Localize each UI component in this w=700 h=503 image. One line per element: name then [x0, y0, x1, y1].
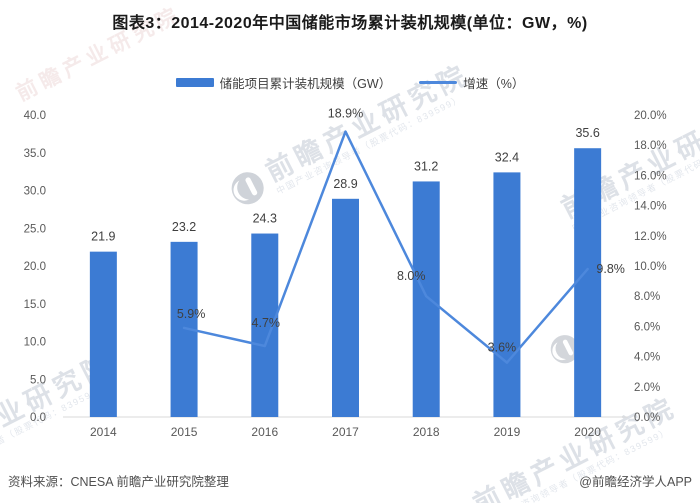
y-axis-left-tick: 5.0: [30, 374, 46, 386]
line-series-swatch: [419, 81, 458, 84]
x-axis-label-2016: 2016: [251, 425, 278, 439]
y-axis-left-tick: 35.0: [24, 148, 46, 160]
credit-note: @前瞻经济学人APP: [579, 475, 692, 489]
page-title: 图表3：2014-2020年中国储能市场累计装机规模(单位：GW，%): [112, 15, 588, 32]
bar-label-2020: 35.6: [575, 126, 599, 140]
growth-label-2020: 9.8%: [596, 262, 625, 276]
growth-label-2017: 18.9%: [328, 107, 363, 121]
bar-series-label: 储能项目累计装机规模（GW）: [219, 77, 392, 91]
y-axis-right-tick: 4.0%: [634, 352, 660, 364]
source-note: 资料来源：CNESA 前瞻产业研究院整理: [8, 475, 229, 489]
y-axis-right-tick: 10.0%: [634, 261, 667, 273]
bar-label-2015: 23.2: [172, 220, 196, 234]
y-axis-right-tick: 12.0%: [634, 231, 667, 243]
x-axis-label-2020: 2020: [574, 425, 601, 439]
y-axis-left-tick: 25.0: [24, 223, 46, 235]
bar-series-swatch: [175, 78, 214, 87]
bar-2014: [89, 251, 117, 417]
growth-label-2016: 4.7%: [252, 316, 281, 330]
y-axis-right-tick: 6.0%: [634, 321, 660, 333]
y-axis-right-tick: 0.0%: [634, 412, 660, 424]
y-axis-right-tick: 18.0%: [634, 140, 667, 152]
growth-rate-line: [182, 130, 589, 364]
y-axis-right-tick: 16.0%: [634, 170, 667, 182]
bar-label-2019: 32.4: [495, 150, 519, 164]
line-series-label: 增速（%）: [463, 77, 525, 91]
growth-label-2018: 8.0%: [397, 269, 426, 283]
bar-2020: [574, 148, 602, 417]
y-axis-right-tick: 20.0%: [634, 110, 667, 122]
y-axis-right-tick: 8.0%: [634, 291, 660, 303]
x-axis-label-2014: 2014: [90, 425, 117, 439]
x-axis-label-2017: 2017: [332, 425, 359, 439]
growth-label-2015: 5.9%: [177, 307, 206, 321]
y-axis-left-tick: 30.0: [24, 186, 46, 198]
chart-legend: 储能项目累计装机规模（GW） 增速（%）: [0, 73, 700, 92]
y-axis-left-tick: 15.0: [24, 299, 46, 311]
bar-label-2018: 31.2: [414, 159, 438, 173]
y-axis-left-tick: 10.0: [24, 337, 46, 349]
y-axis-right-tick: 2.0%: [634, 382, 660, 394]
x-axis-label-2015: 2015: [171, 425, 198, 439]
bar-2019: [493, 172, 521, 417]
y-axis-right-tick: 14.0%: [634, 201, 667, 213]
legend-item-line: 增速（%）: [419, 73, 524, 92]
bar-2017: [332, 198, 359, 417]
legend-item-bar: 储能项目累计装机规模（GW）: [175, 73, 392, 92]
y-axis-left-tick: 40.0: [24, 110, 46, 122]
bar-label-2014: 21.9: [91, 230, 115, 244]
bar-label-2017: 28.9: [333, 177, 357, 191]
bar-2018: [412, 181, 440, 417]
bar-label-2016: 24.3: [253, 212, 277, 226]
y-axis-left-tick: 0.0: [30, 412, 46, 424]
x-axis-label-2019: 2019: [494, 425, 521, 439]
y-axis-left-tick: 20.0: [24, 261, 46, 273]
x-axis-label-2018: 2018: [413, 425, 440, 439]
growth-label-2019: 3.6%: [488, 341, 517, 355]
